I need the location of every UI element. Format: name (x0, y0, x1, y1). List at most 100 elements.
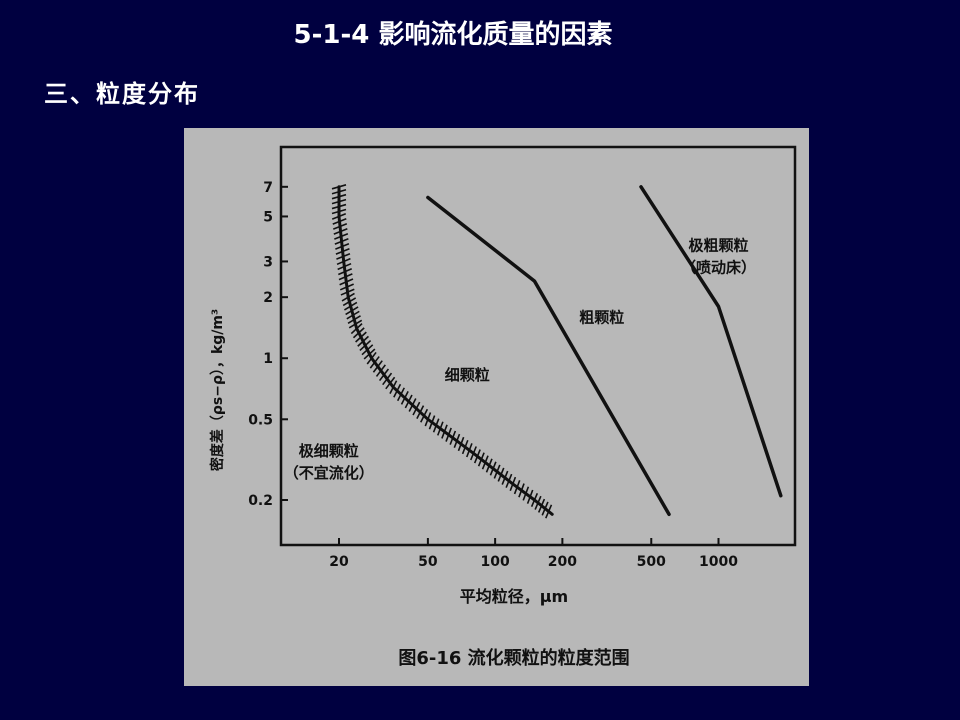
hatch-mark (428, 415, 436, 430)
hatch-mark (363, 348, 376, 360)
figure-panel: 0.2 0.5 1 2 3 5 7 20 50 100 200 500 1000 极细颗粒 （不宜流化）… (184, 128, 809, 686)
hatch-mark (489, 461, 497, 476)
hatch-mark (331, 193, 347, 200)
hatch-mark (331, 184, 347, 190)
y-tick-label: 0.2 (248, 493, 273, 509)
y-axis-title: 密度差（ρs−ρ），kg/m³ (209, 309, 226, 472)
hatch-mark (526, 489, 534, 504)
region-sublabel: （不宜流化） (284, 464, 374, 482)
hatch-mark (396, 387, 405, 402)
hatch-mark (497, 467, 505, 482)
hatch-mark (432, 418, 440, 433)
hatch-mark (424, 412, 432, 427)
x-tick-label: 100 (481, 554, 510, 570)
slide-subtitle: 三、粒度分布 (44, 80, 200, 108)
hatch-mark (334, 232, 349, 240)
x-tick-label: 50 (418, 554, 438, 570)
x-tick-label: 20 (329, 554, 349, 570)
hatch-mark (522, 486, 530, 501)
x-tick-label: 200 (548, 554, 577, 570)
hatch-mark (378, 368, 390, 382)
hatch-mark (534, 495, 542, 510)
hatch-mark (416, 405, 425, 420)
hatch-mark (348, 319, 363, 329)
region-label: 细颗粒 (445, 366, 490, 384)
hatch-mark (404, 394, 413, 409)
x-tick-label: 500 (637, 554, 666, 570)
y-tick-label: 7 (263, 180, 273, 196)
region-sublabel: （喷动床） (681, 258, 756, 276)
particle-size-chart: 0.2 0.5 1 2 3 5 7 20 50 100 200 500 1000 极细颗粒 （不宜流化）… (209, 145, 797, 669)
hatch-mark (339, 283, 354, 291)
hatch-mark (350, 323, 363, 335)
hatch-mark (509, 476, 517, 492)
hatch-mark (342, 297, 357, 307)
hatch-mark (375, 364, 386, 377)
region-label: 粗颗粒 (579, 309, 624, 327)
series-path (426, 195, 671, 517)
series-line-3 (639, 185, 783, 498)
hatch-mark (436, 421, 444, 436)
y-tick-label: 3 (263, 254, 273, 270)
y-tick-label: 0.5 (248, 412, 273, 428)
hatch-mark (473, 449, 481, 464)
hatch-mark (449, 430, 457, 445)
hatch-mark (345, 306, 359, 316)
figure-caption: 图6-16 流化颗粒的粒度范围 (398, 647, 629, 669)
hatch-mark (331, 208, 347, 215)
series-path (337, 185, 554, 516)
hatch-mark (332, 222, 348, 230)
hatch-mark (466, 443, 473, 458)
hatch-mark (352, 327, 365, 339)
hatch-mark (541, 501, 549, 516)
hatch-mark (361, 344, 374, 356)
x-axis: 20 50 100 200 500 1000 (329, 538, 738, 570)
hatch-mark (331, 203, 347, 210)
hatch-mark (340, 288, 355, 296)
hatch-mark (336, 257, 351, 266)
hatch-mark (461, 439, 469, 455)
hatch-mark (493, 464, 501, 479)
hatch-mark (537, 498, 546, 513)
hatch-mark (385, 376, 396, 390)
hatch-mark (485, 458, 493, 473)
series-path (639, 185, 783, 498)
hatch-mark (545, 504, 553, 519)
y-axis: 0.2 0.5 1 2 3 5 7 (248, 180, 288, 509)
hatch-mark (337, 262, 352, 271)
hatch-mark (505, 473, 513, 488)
hatch-mark (481, 455, 489, 470)
hatch-mark (530, 492, 539, 508)
hatch-mark (357, 335, 369, 347)
series-layer (331, 184, 783, 519)
hatch-mark (336, 252, 351, 260)
hatch-mark (346, 310, 360, 320)
hatch-mark (457, 436, 465, 452)
hatch-mark (335, 242, 350, 250)
y-tick-label: 1 (263, 351, 273, 367)
hatch-mark (420, 408, 429, 423)
hatch-mark (445, 427, 452, 442)
hatch-mark (366, 351, 377, 365)
hatch-mark (513, 480, 521, 495)
hatch-mark (441, 424, 448, 439)
hatch-mark (341, 292, 355, 302)
hatch-mark (453, 433, 461, 448)
hatch-mark (359, 339, 372, 352)
hatch-mark (334, 237, 349, 245)
hatch-mark (331, 212, 347, 220)
series-line-2 (426, 195, 671, 517)
hatch-mark (347, 315, 361, 325)
x-tick-label: 1000 (699, 554, 738, 570)
plot-frame (279, 145, 797, 547)
hatch-mark (331, 188, 347, 195)
hatch-mark (412, 401, 421, 416)
hatch-mark (372, 360, 383, 373)
hatch-mark (332, 217, 347, 225)
hatch-mark (369, 356, 380, 369)
x-axis-title: 平均粒径，μm (460, 587, 568, 606)
region-label: 极细颗粒 (299, 442, 359, 460)
region-label: 极粗颗粒 (689, 236, 749, 254)
y-tick-label: 2 (263, 290, 273, 306)
hatch-mark (338, 273, 353, 281)
